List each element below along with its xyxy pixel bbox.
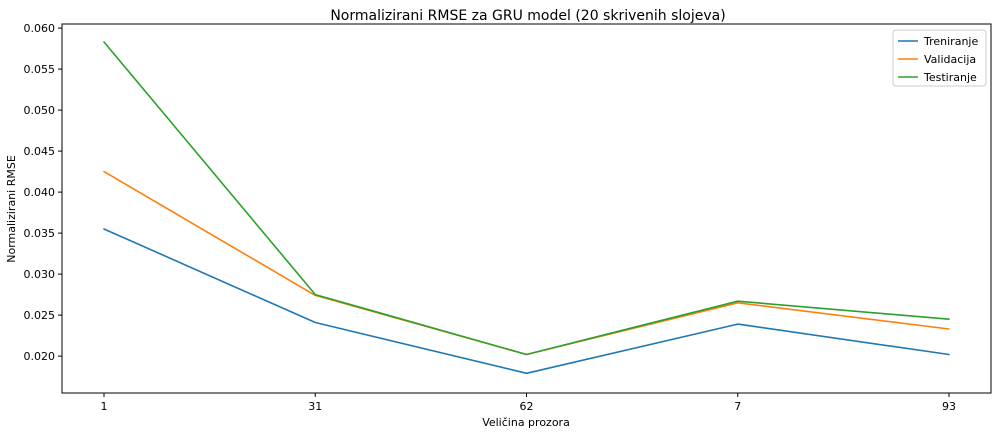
x-tick-label: 7 bbox=[734, 400, 741, 413]
axes: 1 31 62 7 93 0.020 0.025 0.030 0.035 0.040 0.045 0.… bbox=[24, 22, 957, 413]
legend: Treniranje Validacija Testiranje bbox=[892, 29, 987, 87]
plot-frame bbox=[61, 23, 992, 394]
y-tick-label: 0.060 bbox=[24, 22, 56, 35]
series-lines bbox=[103, 41, 950, 375]
legend-box bbox=[892, 29, 987, 87]
series-line-treniranje bbox=[103, 228, 950, 375]
y-tick-label: 0.035 bbox=[24, 227, 56, 240]
y-tick-label: 0.020 bbox=[24, 350, 56, 363]
legend-label: Treniranje bbox=[923, 35, 978, 48]
series-line-testiranje bbox=[103, 41, 950, 356]
y-tick-label: 0.040 bbox=[24, 186, 56, 199]
legend-label: Validacija bbox=[924, 53, 976, 66]
legend-label: Testiranje bbox=[923, 71, 977, 84]
y-tick-label: 0.045 bbox=[24, 145, 56, 158]
y-tick-label: 0.025 bbox=[24, 309, 56, 322]
x-tick-label: 62 bbox=[520, 400, 534, 413]
series-line-validacija bbox=[103, 170, 950, 356]
y-tick-label: 0.050 bbox=[24, 104, 56, 117]
x-tick-label: 93 bbox=[942, 400, 956, 413]
y-axis-label: Normalizirani RMSE bbox=[5, 155, 18, 263]
x-axis-label: Veličina prozora bbox=[482, 416, 570, 429]
y-tick-label: 0.030 bbox=[24, 268, 56, 281]
x-tick-label: 31 bbox=[308, 400, 322, 413]
x-tick-label: 1 bbox=[101, 400, 108, 413]
chart-title: Normalizirani RMSE za GRU model (20 skri… bbox=[330, 8, 725, 24]
y-tick-label: 0.055 bbox=[24, 63, 56, 76]
